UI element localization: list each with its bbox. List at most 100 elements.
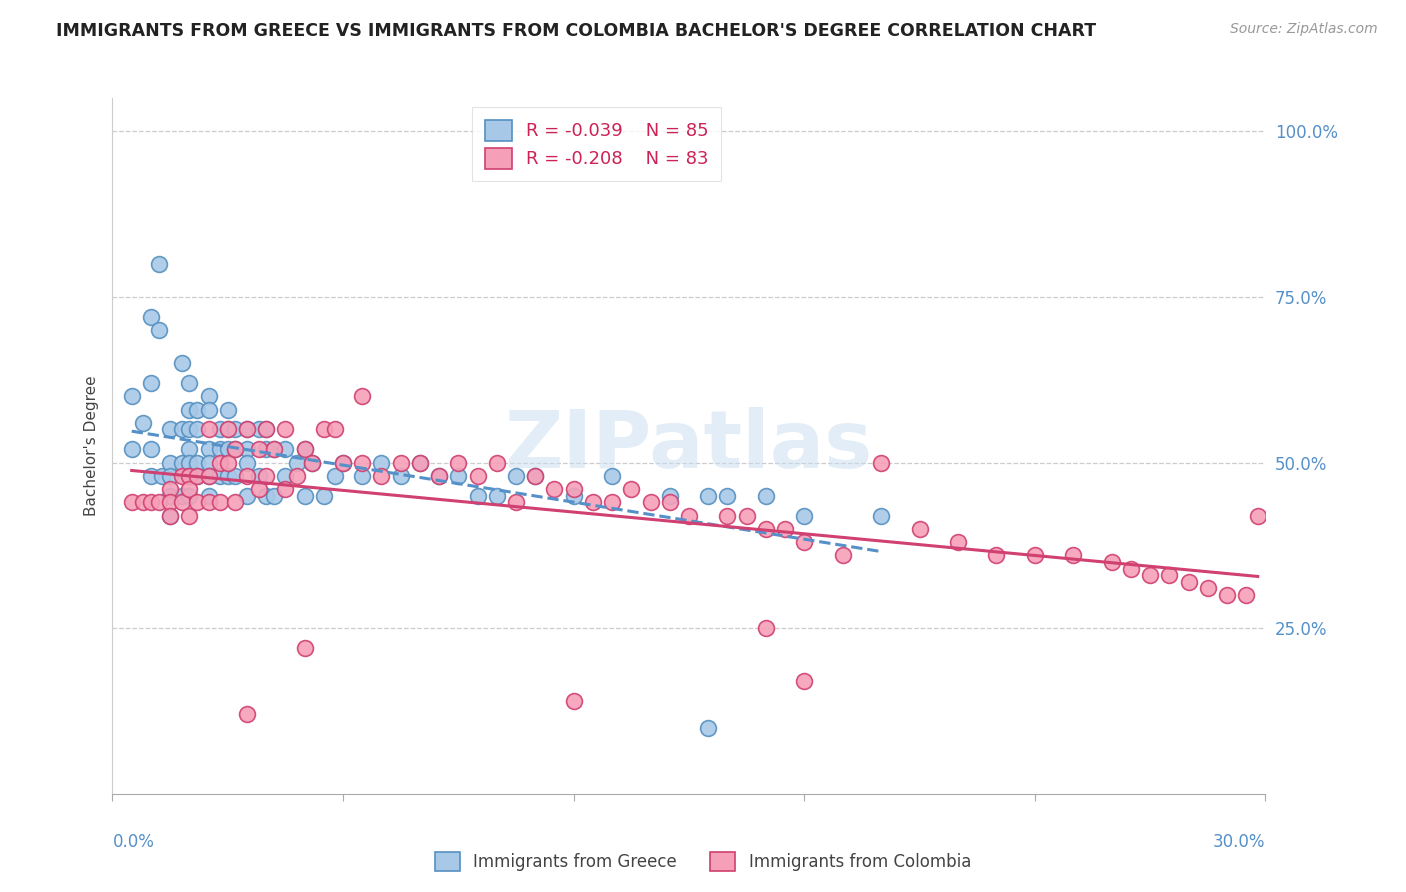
- Point: [1247, 508, 1270, 523]
- Point: [179, 376, 201, 390]
- Point: [209, 442, 232, 457]
- Point: [197, 422, 219, 436]
- Point: [197, 389, 219, 403]
- Point: [217, 456, 239, 470]
- Point: [236, 422, 259, 436]
- Point: [179, 402, 201, 417]
- Point: [870, 456, 893, 470]
- Point: [159, 482, 181, 496]
- Point: [152, 468, 174, 483]
- Point: [170, 456, 193, 470]
- Point: [505, 468, 527, 483]
- Point: [1159, 568, 1181, 582]
- Point: [773, 522, 796, 536]
- Point: [409, 456, 432, 470]
- Point: [186, 422, 208, 436]
- Point: [793, 674, 815, 689]
- Point: [254, 442, 277, 457]
- Point: [179, 508, 201, 523]
- Point: [132, 495, 155, 509]
- Point: [148, 257, 170, 271]
- Legend: R = -0.039    N = 85, R = -0.208    N = 83: R = -0.039 N = 85, R = -0.208 N = 83: [472, 107, 721, 181]
- Point: [1101, 555, 1123, 569]
- Point: [946, 535, 969, 549]
- Point: [170, 495, 193, 509]
- Point: [285, 468, 308, 483]
- Point: [301, 456, 323, 470]
- Point: [389, 456, 412, 470]
- Point: [285, 456, 308, 470]
- Point: [325, 422, 347, 436]
- Point: [197, 402, 219, 417]
- Point: [139, 376, 162, 390]
- Point: [159, 495, 181, 509]
- Point: [197, 442, 219, 457]
- Point: [159, 489, 181, 503]
- Point: [263, 442, 285, 457]
- Point: [640, 495, 662, 509]
- Point: [121, 442, 143, 457]
- Point: [121, 389, 143, 403]
- Point: [447, 456, 470, 470]
- Point: [132, 416, 155, 430]
- Point: [139, 468, 162, 483]
- Point: [505, 495, 527, 509]
- Point: [274, 468, 297, 483]
- Point: [1062, 549, 1084, 563]
- Point: [831, 549, 853, 563]
- Point: [159, 468, 181, 483]
- Point: [159, 456, 181, 470]
- Point: [755, 522, 778, 536]
- Point: [224, 468, 246, 483]
- Point: [224, 442, 246, 457]
- Point: [197, 456, 219, 470]
- Point: [793, 508, 815, 523]
- Point: [1177, 574, 1199, 589]
- Point: [209, 456, 232, 470]
- Point: [332, 456, 354, 470]
- Point: [485, 489, 508, 503]
- Point: [325, 468, 347, 483]
- Point: [1119, 561, 1142, 575]
- Point: [352, 456, 374, 470]
- Point: [197, 468, 219, 483]
- Text: Source: ZipAtlas.com: Source: ZipAtlas.com: [1230, 22, 1378, 37]
- Point: [139, 310, 162, 324]
- Point: [870, 508, 893, 523]
- Point: [1216, 588, 1239, 602]
- Point: [370, 456, 392, 470]
- Point: [658, 489, 681, 503]
- Point: [263, 442, 285, 457]
- Point: [170, 422, 193, 436]
- Text: IMMIGRANTS FROM GREECE VS IMMIGRANTS FROM COLOMBIA BACHELOR'S DEGREE CORRELATION: IMMIGRANTS FROM GREECE VS IMMIGRANTS FRO…: [56, 22, 1097, 40]
- Point: [562, 489, 585, 503]
- Point: [485, 456, 508, 470]
- Point: [186, 456, 208, 470]
- Point: [224, 495, 246, 509]
- Point: [735, 508, 758, 523]
- Point: [197, 468, 219, 483]
- Point: [121, 495, 143, 509]
- Point: [600, 495, 623, 509]
- Point: [755, 489, 778, 503]
- Point: [179, 468, 201, 483]
- Point: [236, 707, 259, 722]
- Point: [254, 422, 277, 436]
- Point: [236, 489, 259, 503]
- Point: [263, 489, 285, 503]
- Point: [312, 489, 335, 503]
- Point: [170, 356, 193, 370]
- Point: [986, 549, 1008, 563]
- Text: 0.0%: 0.0%: [112, 833, 155, 851]
- Point: [217, 468, 239, 483]
- Point: [139, 442, 162, 457]
- Point: [247, 442, 270, 457]
- Point: [170, 489, 193, 503]
- Point: [301, 456, 323, 470]
- Point: [658, 495, 681, 509]
- Point: [247, 422, 270, 436]
- Point: [370, 468, 392, 483]
- Point: [209, 422, 232, 436]
- Point: [908, 522, 931, 536]
- Point: [247, 482, 270, 496]
